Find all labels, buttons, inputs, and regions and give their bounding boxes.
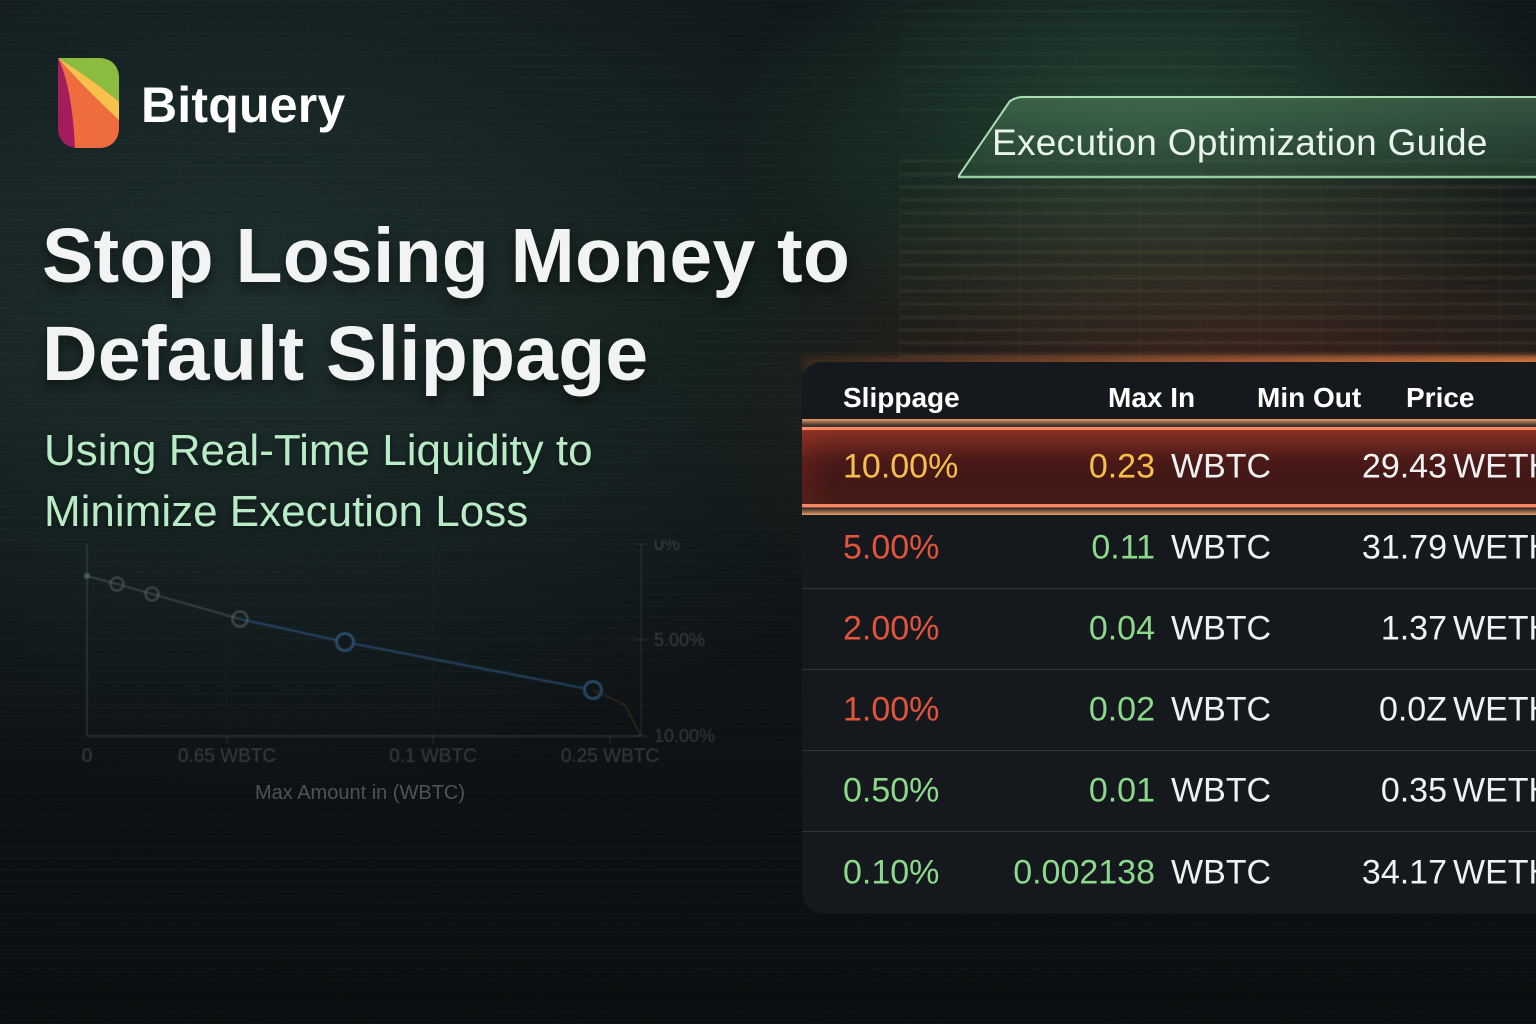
svg-text:0%: 0% [654,540,680,554]
svg-text:0.1 WBTC: 0.1 WBTC [389,746,477,767]
svg-text:0.25 WBTC: 0.25 WBTC [561,746,659,767]
svg-text:0: 0 [82,746,93,767]
svg-text:10.00%: 10.00% [654,726,715,746]
svg-text:5.00%: 5.00% [654,630,705,650]
svg-text:0.65 WBTC: 0.65 WBTC [178,746,276,767]
